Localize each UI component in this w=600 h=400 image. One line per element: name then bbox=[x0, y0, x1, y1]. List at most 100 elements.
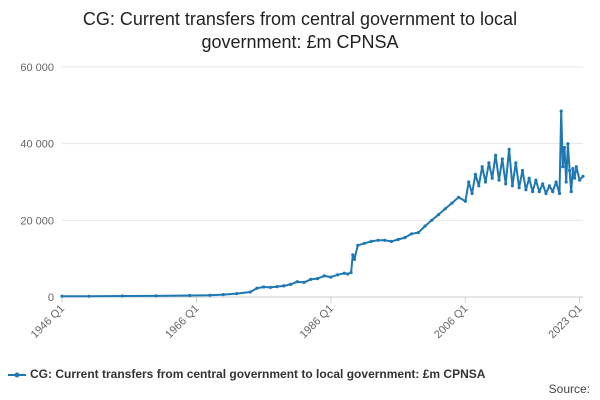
y-tick-label: 0 bbox=[48, 292, 54, 304]
data-point bbox=[561, 165, 565, 169]
data-point bbox=[566, 142, 570, 146]
series-line bbox=[62, 110, 584, 298]
data-point bbox=[221, 293, 225, 297]
chart-title: CG: Current transfers from central gover… bbox=[82, 9, 518, 52]
data-point bbox=[551, 190, 555, 194]
data-point bbox=[463, 199, 467, 203]
data-point bbox=[336, 273, 340, 277]
data-point bbox=[537, 190, 541, 194]
data-point bbox=[302, 280, 306, 284]
data-point bbox=[547, 184, 552, 188]
x-tick-label: 2006 Q1 bbox=[432, 303, 470, 341]
data-point bbox=[564, 180, 568, 184]
data-point bbox=[322, 274, 326, 278]
data-point bbox=[517, 186, 521, 190]
data-point bbox=[346, 272, 350, 276]
data-point bbox=[416, 231, 420, 235]
data-point bbox=[295, 280, 299, 284]
data-point bbox=[376, 238, 380, 242]
data-point bbox=[349, 270, 353, 275]
legend[interactable]: CG: Current transfers from central gover… bbox=[8, 367, 485, 381]
data-point bbox=[235, 292, 239, 296]
data-point bbox=[275, 285, 279, 289]
gridlines bbox=[62, 66, 583, 221]
data-point bbox=[403, 236, 407, 240]
data-point bbox=[467, 180, 471, 184]
data-point bbox=[120, 294, 125, 298]
data-point bbox=[494, 153, 498, 157]
y-tick-label: 20 000 bbox=[20, 215, 54, 227]
legend-swatch bbox=[8, 369, 26, 379]
data-point bbox=[477, 184, 481, 188]
data-point bbox=[369, 239, 373, 243]
data-point bbox=[514, 161, 518, 165]
data-point bbox=[289, 282, 293, 286]
data-point bbox=[208, 293, 212, 297]
data-point bbox=[154, 294, 158, 298]
data-point bbox=[410, 232, 414, 236]
x-tick-label: 1986 Q1 bbox=[298, 303, 336, 341]
data-point bbox=[559, 109, 563, 113]
data-point bbox=[352, 257, 356, 261]
data-point bbox=[473, 172, 477, 176]
x-tick-label: 1966 Q1 bbox=[163, 303, 201, 341]
data-point bbox=[436, 213, 441, 217]
data-point bbox=[571, 167, 575, 171]
data-point bbox=[480, 165, 484, 169]
data-point bbox=[255, 286, 259, 290]
data-point bbox=[554, 180, 558, 184]
data-point bbox=[430, 218, 434, 222]
data-point bbox=[87, 294, 91, 298]
data-point bbox=[362, 241, 367, 245]
data-point bbox=[383, 238, 387, 242]
data-point bbox=[534, 178, 538, 182]
data-point bbox=[443, 207, 447, 211]
data-point bbox=[188, 293, 192, 298]
data-point bbox=[329, 275, 333, 279]
data-point bbox=[531, 190, 535, 194]
data-point bbox=[568, 168, 572, 173]
data-point bbox=[544, 191, 548, 196]
data-point bbox=[457, 195, 461, 199]
data-point bbox=[562, 145, 567, 150]
source-label: Source: bbox=[548, 382, 590, 396]
data-point bbox=[490, 176, 494, 180]
y-tick-label: 60 000 bbox=[20, 62, 54, 74]
data-point bbox=[487, 161, 491, 165]
data-point bbox=[527, 176, 531, 180]
data-point bbox=[342, 271, 346, 275]
data-point bbox=[573, 176, 577, 180]
y-tick-label: 40 000 bbox=[20, 139, 54, 151]
axes: 0 20 000 40 000 60 000 1946 Q1 1966 Q1 1986 Q1… bbox=[20, 62, 584, 341]
x-tick-label: 2023 Q1 bbox=[546, 303, 584, 341]
data-point bbox=[309, 277, 313, 281]
data-point bbox=[248, 290, 252, 294]
data-point bbox=[524, 188, 528, 192]
legend-label: CG: Current transfers from central gover… bbox=[30, 367, 486, 381]
data-point bbox=[520, 168, 525, 173]
data-point bbox=[268, 285, 272, 289]
data-point bbox=[389, 239, 393, 243]
data-point bbox=[351, 253, 355, 257]
data-point bbox=[569, 190, 573, 194]
data-point bbox=[282, 284, 286, 288]
data-point bbox=[574, 165, 578, 169]
series-layer bbox=[60, 109, 585, 298]
data-point bbox=[483, 180, 488, 184]
data-point bbox=[262, 285, 266, 289]
data-point bbox=[356, 243, 360, 247]
data-point bbox=[504, 182, 508, 186]
data-point bbox=[557, 191, 562, 196]
data-point bbox=[541, 182, 545, 186]
data-point bbox=[497, 178, 501, 182]
data-point bbox=[450, 201, 454, 205]
data-point bbox=[423, 224, 427, 228]
data-point bbox=[315, 277, 320, 281]
data-point bbox=[578, 178, 582, 182]
data-point bbox=[507, 147, 511, 151]
data-point bbox=[510, 184, 514, 188]
data-point bbox=[396, 237, 400, 242]
x-tick-label: 1946 Q1 bbox=[29, 303, 67, 341]
